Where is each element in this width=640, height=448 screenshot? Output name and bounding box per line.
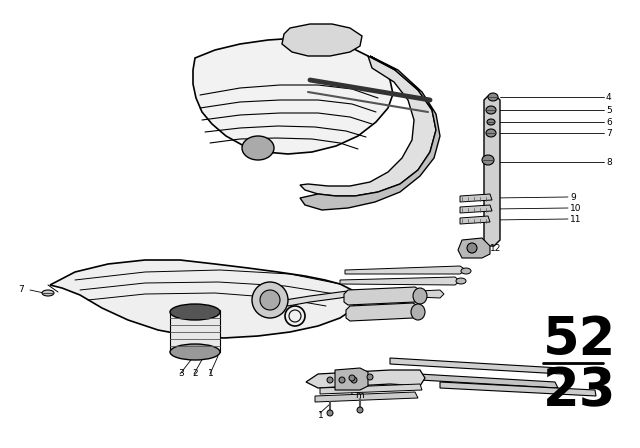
Ellipse shape <box>349 375 355 381</box>
Text: 1: 1 <box>318 410 324 419</box>
Ellipse shape <box>488 93 498 101</box>
Ellipse shape <box>351 377 357 383</box>
Polygon shape <box>335 368 368 390</box>
Text: 9: 9 <box>570 193 576 202</box>
Polygon shape <box>315 392 418 402</box>
Ellipse shape <box>327 377 333 383</box>
Ellipse shape <box>482 155 494 165</box>
Polygon shape <box>395 290 444 298</box>
Text: m: m <box>355 392 364 401</box>
Polygon shape <box>385 372 558 388</box>
Text: 4: 4 <box>606 92 612 102</box>
Ellipse shape <box>367 374 373 380</box>
Ellipse shape <box>260 290 280 310</box>
Ellipse shape <box>467 243 477 253</box>
Ellipse shape <box>170 344 220 360</box>
Text: 1: 1 <box>208 370 214 379</box>
Polygon shape <box>460 194 492 202</box>
Ellipse shape <box>252 282 288 318</box>
Polygon shape <box>306 370 425 388</box>
Ellipse shape <box>339 377 345 383</box>
Text: 6: 6 <box>606 117 612 126</box>
Ellipse shape <box>486 106 496 114</box>
Ellipse shape <box>170 304 220 320</box>
Ellipse shape <box>461 268 471 274</box>
Text: 52: 52 <box>543 314 616 366</box>
Polygon shape <box>440 382 596 396</box>
Text: 7: 7 <box>18 285 24 294</box>
Ellipse shape <box>327 410 333 416</box>
Polygon shape <box>193 38 393 154</box>
Ellipse shape <box>487 119 495 125</box>
Polygon shape <box>346 303 418 321</box>
Text: 3: 3 <box>178 370 184 379</box>
Polygon shape <box>458 238 490 258</box>
Text: 23: 23 <box>543 365 616 417</box>
Polygon shape <box>50 260 356 338</box>
Polygon shape <box>390 358 562 374</box>
Ellipse shape <box>486 129 496 137</box>
Ellipse shape <box>413 288 427 304</box>
Text: 5: 5 <box>606 105 612 115</box>
Polygon shape <box>282 24 362 56</box>
Polygon shape <box>170 310 220 352</box>
Polygon shape <box>340 277 460 285</box>
Ellipse shape <box>42 290 54 296</box>
Polygon shape <box>484 96 500 246</box>
Polygon shape <box>460 216 490 224</box>
Polygon shape <box>345 266 466 274</box>
Polygon shape <box>285 290 360 306</box>
Text: 8: 8 <box>606 158 612 167</box>
Ellipse shape <box>456 278 466 284</box>
Ellipse shape <box>242 136 274 160</box>
Polygon shape <box>300 56 440 210</box>
Text: 11: 11 <box>570 215 582 224</box>
Text: 7: 7 <box>606 129 612 138</box>
Polygon shape <box>460 205 492 213</box>
Polygon shape <box>320 384 422 394</box>
Ellipse shape <box>357 407 363 413</box>
Polygon shape <box>344 287 420 305</box>
Text: 2: 2 <box>192 370 198 379</box>
Polygon shape <box>300 56 436 196</box>
Text: 12: 12 <box>490 244 501 253</box>
Text: 10: 10 <box>570 203 582 212</box>
Ellipse shape <box>411 304 425 320</box>
